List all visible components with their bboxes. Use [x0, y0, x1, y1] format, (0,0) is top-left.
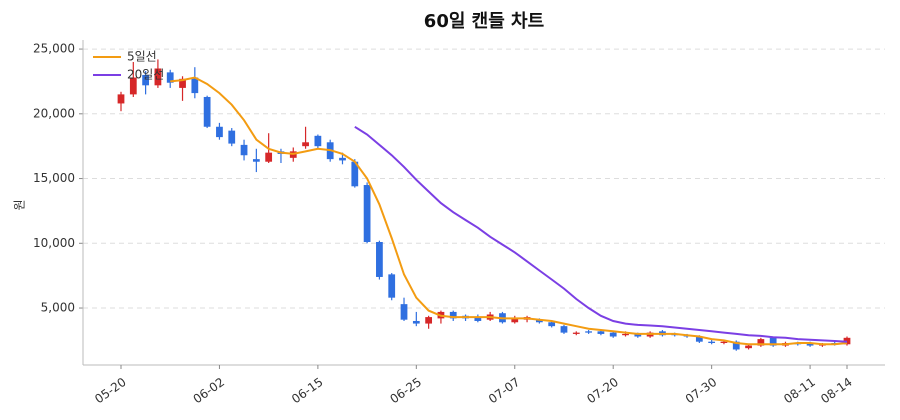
candle-body — [117, 94, 125, 104]
x-tick-label: 07-20 — [584, 375, 621, 406]
y-tick-label: 25,000 — [33, 42, 75, 56]
candle-body — [745, 345, 752, 349]
candle-body — [154, 68, 162, 86]
candle-body — [314, 135, 322, 147]
candle-body — [634, 333, 642, 337]
candle-body — [425, 317, 433, 324]
candle-body — [597, 331, 605, 334]
x-tick-label: 08-14 — [818, 375, 855, 406]
candle-body — [474, 317, 482, 321]
candle-body — [695, 336, 703, 342]
candle-body — [609, 332, 617, 337]
candle-body — [535, 319, 543, 323]
x-tick-label: 05-20 — [92, 375, 129, 406]
y-tick-label: 10,000 — [33, 236, 75, 250]
candle-body — [757, 339, 765, 346]
candle-body — [511, 318, 519, 323]
candle-body — [240, 144, 248, 156]
candle-body — [400, 304, 408, 320]
candle-body — [228, 130, 236, 144]
candle-body — [363, 185, 371, 242]
candle-body — [203, 96, 211, 127]
candle-body — [806, 342, 814, 346]
x-tick-label: 08-11 — [781, 375, 818, 406]
candle-body — [216, 126, 223, 138]
candle-body — [412, 320, 420, 324]
candle-body — [265, 152, 273, 162]
candle-body — [708, 341, 716, 343]
candle-body — [548, 322, 556, 327]
y-tick-label: 20,000 — [33, 106, 75, 120]
x-tick-label: 07-07 — [486, 375, 523, 406]
candle-body — [585, 331, 592, 333]
candle-body — [732, 341, 740, 350]
candle-body — [252, 159, 260, 162]
candle-body — [191, 77, 199, 94]
candle-body — [179, 78, 186, 88]
candle-body — [720, 341, 728, 343]
chart-title: 60일 캔들 차트 — [424, 11, 544, 32]
ma-line — [170, 76, 848, 346]
legend-label: 20일선 — [127, 68, 164, 82]
candle-body — [302, 142, 309, 147]
y-tick-label: 5,000 — [41, 301, 75, 315]
x-tick-label: 06-15 — [289, 375, 326, 406]
y-tick-label: 15,000 — [33, 171, 75, 185]
x-tick-label: 06-25 — [387, 375, 424, 406]
candle-body — [572, 332, 580, 334]
candle-body — [129, 77, 137, 95]
candle-body — [376, 241, 383, 277]
x-tick-label: 06-02 — [191, 375, 228, 406]
candle-body — [560, 326, 568, 333]
candle-body — [622, 333, 629, 336]
y-axis-label: 원 — [13, 199, 27, 210]
ma-line — [354, 125, 848, 343]
candle-body — [769, 337, 777, 346]
candle-body — [351, 161, 359, 187]
candle-body — [339, 157, 346, 161]
x-tick-label: 07-30 — [683, 375, 720, 406]
candle-body — [449, 311, 457, 319]
candle-body — [388, 274, 396, 298]
candle-body — [142, 74, 149, 86]
candle-body — [166, 72, 174, 83]
legend-label: 5일선 — [127, 50, 157, 64]
